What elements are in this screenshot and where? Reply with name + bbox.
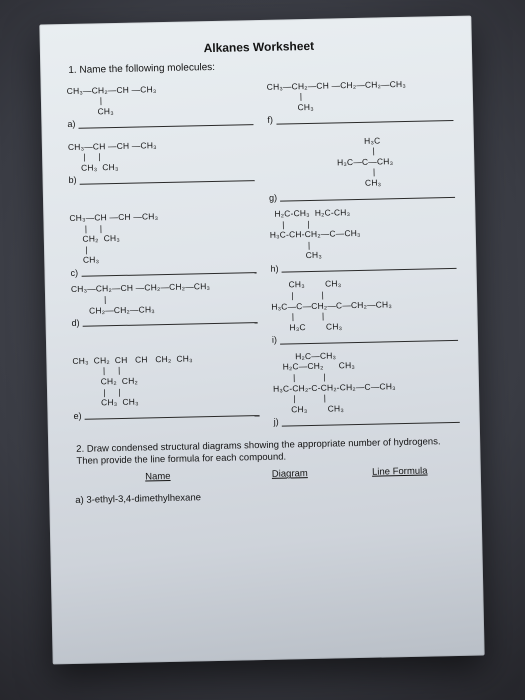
answer-line-i[interactable]: [280, 340, 458, 345]
cell-b: CH₃—CH —CH —CH₃ | | CH₃ CH₃ b): [68, 136, 255, 209]
answer-line-j[interactable]: [282, 422, 460, 427]
answer-c: c): [70, 264, 256, 280]
cell-f: CH₃—CH₂—CH —CH₂—CH₂—CH₃ | CH₃ f): [267, 75, 454, 133]
col-diagram: Diagram: [235, 468, 345, 482]
struct-f: CH₃—CH₂—CH —CH₂—CH₂—CH₃ | CH₃: [267, 77, 454, 113]
col-formula: Line Formula: [345, 465, 455, 479]
answer-b: b): [69, 171, 255, 187]
cell-g: H₃C | H₃C—C—CH₃ | CH₃ g): [268, 131, 455, 204]
struct-b: CH₃—CH —CH —CH₃ | | CH₃ CH₃: [68, 138, 255, 174]
col-name: Name: [81, 470, 235, 485]
cell-h: H₂C-CH₃ H₂C-CH₃ | | H₃C-CH-CH₂—C—CH₃ | C…: [269, 203, 456, 276]
question-2: 2. Draw condensed structural diagrams sh…: [76, 436, 458, 468]
cell-d: CH₃—CH₂—CH —CH₂—CH₂—CH₃ | CH₂—CH₂—CH₃ d): [71, 278, 258, 351]
cell-i: CH₃ CH₃ | | H₃C—C—CH₂—C—CH₂—CH₃ | | H₃C …: [271, 274, 458, 347]
answer-line-c[interactable]: [81, 272, 256, 277]
answer-g: g): [269, 189, 455, 205]
answer-d: d): [71, 314, 257, 330]
answer-a: a): [67, 116, 253, 132]
struct-j: H₂C—CH₃ H₂C—CH₂ CH₃ | | H₃C-CH₂-C-CH₂-CH…: [272, 348, 459, 416]
answer-line-f[interactable]: [276, 120, 453, 125]
struct-c: CH₃—CH —CH —CH₃ | | CH₂ CH₃ | CH₃: [69, 209, 256, 266]
struct-g: H₃C | H₃C—C—CH₃ | CH₃: [268, 133, 455, 190]
struct-h: H₂C-CH₃ H₂C-CH₃ | | H₃C-CH-CH₂—C—CH₃ | C…: [269, 205, 456, 262]
answer-line-g[interactable]: [280, 197, 455, 202]
answer-line-a[interactable]: [79, 124, 254, 129]
answer-j: j): [274, 413, 460, 429]
answer-f: f): [267, 111, 453, 127]
molecule-grid: CH₃—CH₂—CH —CH₃ | CH₃ a) CH₃—CH₂—CH —CH₂…: [67, 75, 460, 433]
struct-i: CH₃ CH₃ | | H₃C—C—CH₂—C—CH₂—CH₃ | | H₃C …: [271, 276, 458, 333]
struct-e: CH₃ CH₂ CH CH CH₂ CH₃ | | CH₂ CH₂ | | CH…: [72, 352, 259, 409]
struct-d: CH₃—CH₂—CH —CH₂—CH₂—CH₃ | CH₂—CH₂—CH₃: [71, 280, 258, 316]
answer-line-e[interactable]: [85, 415, 260, 420]
answer-e: e): [73, 407, 259, 423]
cell-j: H₂C—CH₃ H₂C—CH₂ CH₃ | | H₃C-CH₂-C-CH₂-CH…: [272, 346, 460, 430]
worksheet-title: Alkanes Worksheet: [66, 36, 452, 59]
question-1: 1. Name the following molecules:: [68, 57, 452, 78]
answer-line-b[interactable]: [80, 180, 255, 185]
q2-header-row: Name Diagram Line Formula: [81, 465, 455, 485]
answer-line-d[interactable]: [83, 322, 258, 327]
answer-h: h): [270, 260, 456, 276]
compound-a: a) 3-ethyl-3,4-dimethylhexane: [75, 487, 461, 507]
answer-line-h[interactable]: [282, 268, 457, 273]
cell-a: CH₃—CH₂—CH —CH₃ | CH₃ a): [67, 80, 254, 138]
worksheet-page: Alkanes Worksheet 1. Name the following …: [39, 16, 484, 665]
cell-e: CH₃ CH₂ CH CH CH₂ CH₃ | | CH₂ CH₂ | | CH…: [72, 350, 260, 434]
answer-i: i): [272, 331, 458, 347]
cell-c: CH₃—CH —CH —CH₃ | | CH₂ CH₃ | CH₃ c): [69, 207, 256, 280]
struct-a: CH₃—CH₂—CH —CH₃ | CH₃: [67, 82, 254, 118]
